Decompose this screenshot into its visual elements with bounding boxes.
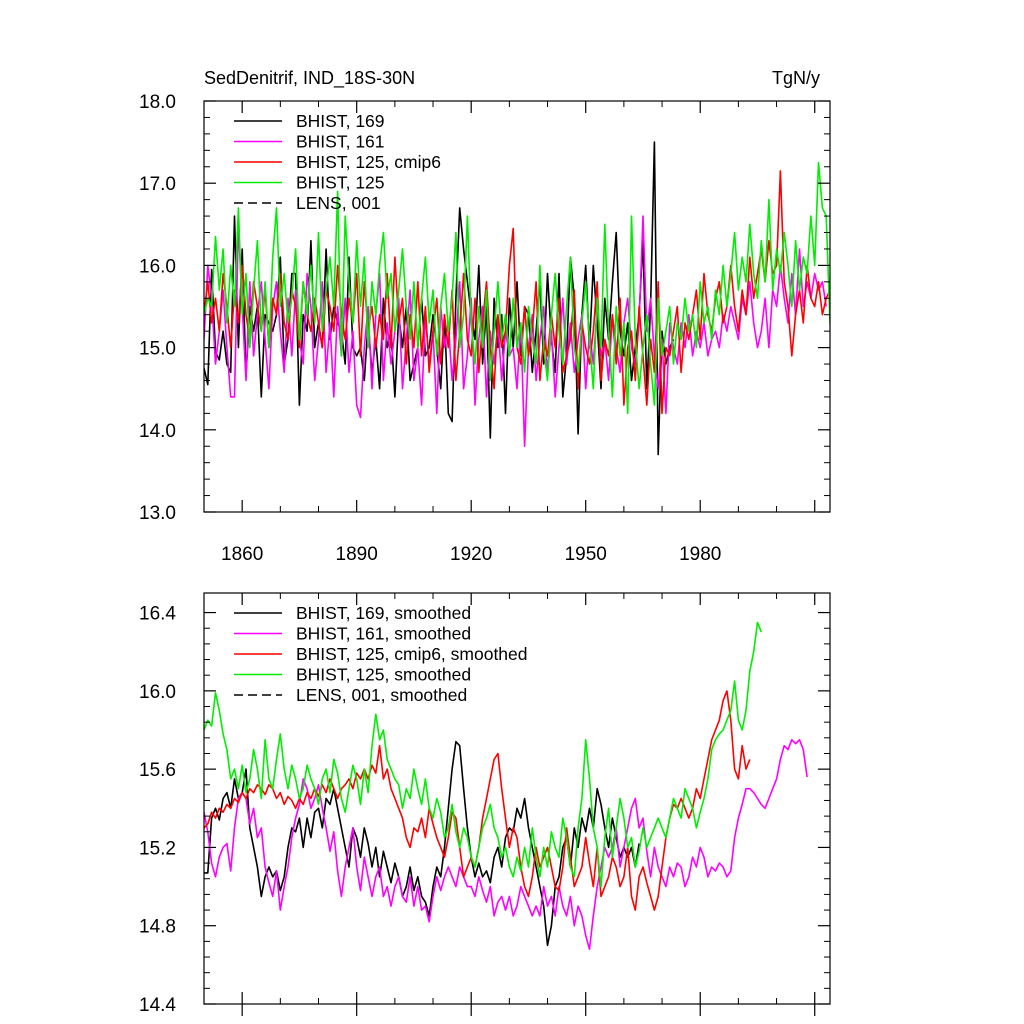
y-tick-label: 15.0	[139, 339, 176, 360]
legend-label-5: LENS, 001, smoothed	[296, 685, 467, 705]
plot-frame	[203, 100, 831, 513]
y-tick-label: 18.0	[139, 92, 176, 113]
y-tick-label: 14.4	[139, 995, 176, 1016]
series-line-4	[204, 621, 763, 888]
bottom-panel: 14.4 14.8 15.2 15.6 16.0 16.4 BHIST, 169, smoo…	[139, 592, 831, 1016]
x-tick-label: 1890	[336, 544, 378, 565]
chart-title: SedDenitrif, IND_18S-30N	[204, 68, 415, 89]
chart-units: TgN/y	[772, 68, 820, 88]
y-tick-label: 15.6	[139, 760, 176, 781]
legend-label-4: BHIST, 125, smoothed	[296, 665, 471, 685]
series-group	[204, 141, 830, 456]
x-tick-label: 1860	[221, 544, 263, 565]
x-tick-label: 1980	[679, 544, 721, 565]
legend-label-3: BHIST, 125, cmip6, smoothed	[296, 644, 528, 664]
plot-frame	[203, 592, 831, 1005]
top-panel: 13.0 14.0 15.0 16.0 17.0 18.0 1860 1890 1920 1950…	[139, 68, 831, 565]
y-tick-label: 17.0	[139, 174, 176, 195]
y-tick-label: 16.0	[139, 682, 176, 703]
y-tick-label: 14.0	[139, 421, 176, 442]
y-tick-label: 14.8	[139, 917, 176, 938]
y-tick-label: 15.2	[139, 838, 176, 859]
legend-label-5: LENS, 001	[296, 193, 381, 213]
y-tick-label: 13.0	[139, 503, 176, 524]
legend-label-4: BHIST, 125	[296, 173, 385, 193]
legend-label-2: BHIST, 161	[296, 132, 385, 152]
legend-label-2: BHIST, 161, smoothed	[296, 624, 471, 644]
series-group	[204, 621, 808, 951]
legend-label-3: BHIST, 125, cmip6	[296, 152, 441, 172]
y-tick-label: 16.0	[139, 256, 176, 277]
y-tick-label: 16.4	[139, 604, 176, 625]
x-tick-label: 1950	[565, 544, 607, 565]
legend-label-1: BHIST, 169, smoothed	[296, 603, 471, 623]
legend-label-1: BHIST, 169	[296, 111, 385, 131]
x-tick-label: 1920	[450, 544, 492, 565]
series-line-4	[204, 161, 830, 415]
